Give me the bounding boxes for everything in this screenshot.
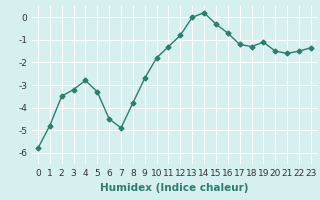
X-axis label: Humidex (Indice chaleur): Humidex (Indice chaleur) (100, 183, 249, 193)
